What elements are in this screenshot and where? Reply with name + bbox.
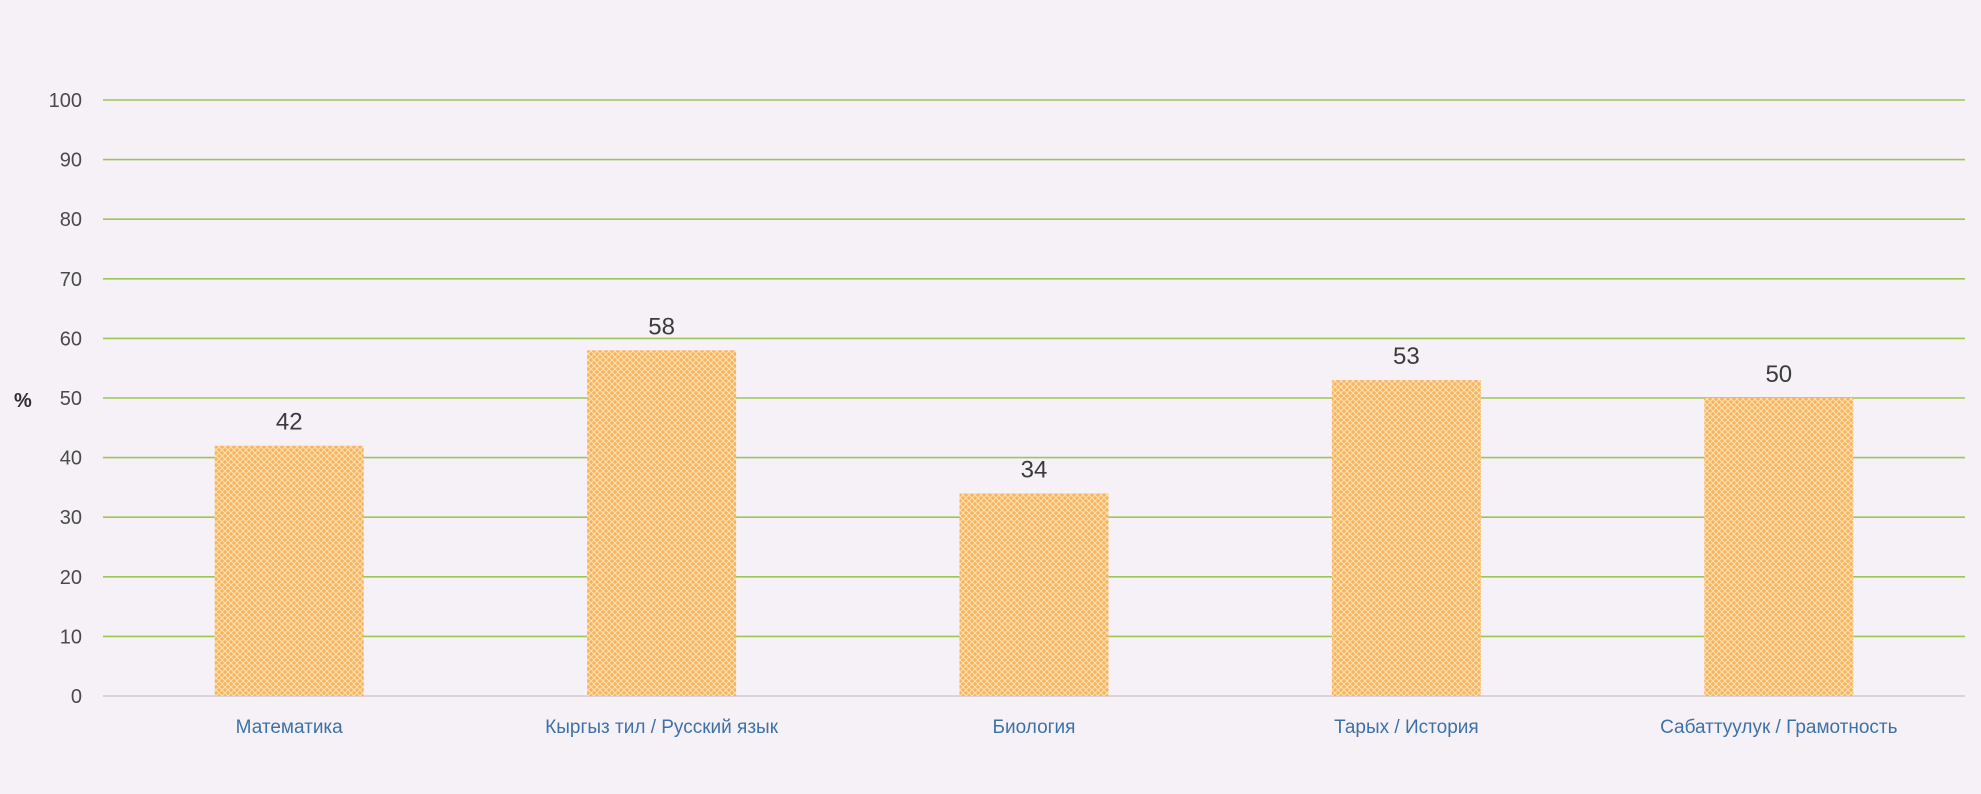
y-tick-label-80: 80 (60, 209, 82, 231)
category-label-4: Тарых / История (1334, 717, 1479, 738)
bar-3 (959, 493, 1109, 696)
bar-4 (1331, 380, 1481, 696)
y-tick-label-30: 30 (60, 507, 82, 529)
bar-2 (587, 350, 737, 696)
y-axis-label: % (14, 390, 32, 412)
y-tick-label-40: 40 (60, 448, 82, 470)
data-label-1: 42 (276, 409, 303, 436)
y-tick-label-70: 70 (60, 269, 82, 291)
y-tick-label-100: 100 (49, 90, 82, 112)
category-label-3: Биология (993, 717, 1076, 738)
category-label-2: Кыргыз тил / Русский язык (545, 717, 779, 738)
y-tick-label-0: 0 (71, 686, 82, 708)
data-labels: 42 58 34 53 50 (276, 313, 1792, 483)
data-label-4: 53 (1393, 343, 1420, 370)
category-label-1: Математика (236, 717, 344, 738)
category-labels: Математика Кыргыз тил / Русский язык Биоло… (236, 717, 1898, 738)
data-label-5: 50 (1765, 361, 1792, 388)
y-tick-label-10: 10 (60, 626, 82, 648)
gridlines (103, 99, 1965, 697)
bar-1 (214, 445, 364, 696)
data-label-3: 34 (1021, 456, 1048, 483)
y-tick-labels: 0 10 20 30 40 50 60 70 80 90 100 (49, 90, 82, 708)
data-label-2: 58 (648, 313, 675, 340)
y-tick-label-50: 50 (60, 388, 82, 410)
y-tick-label-20: 20 (60, 567, 82, 589)
y-tick-label-90: 90 (60, 150, 82, 172)
category-label-5: Сабаттуулук / Грамотность (1660, 717, 1898, 738)
y-tick-label-60: 60 (60, 328, 82, 350)
bar-5 (1704, 398, 1854, 696)
bars (214, 350, 1854, 696)
